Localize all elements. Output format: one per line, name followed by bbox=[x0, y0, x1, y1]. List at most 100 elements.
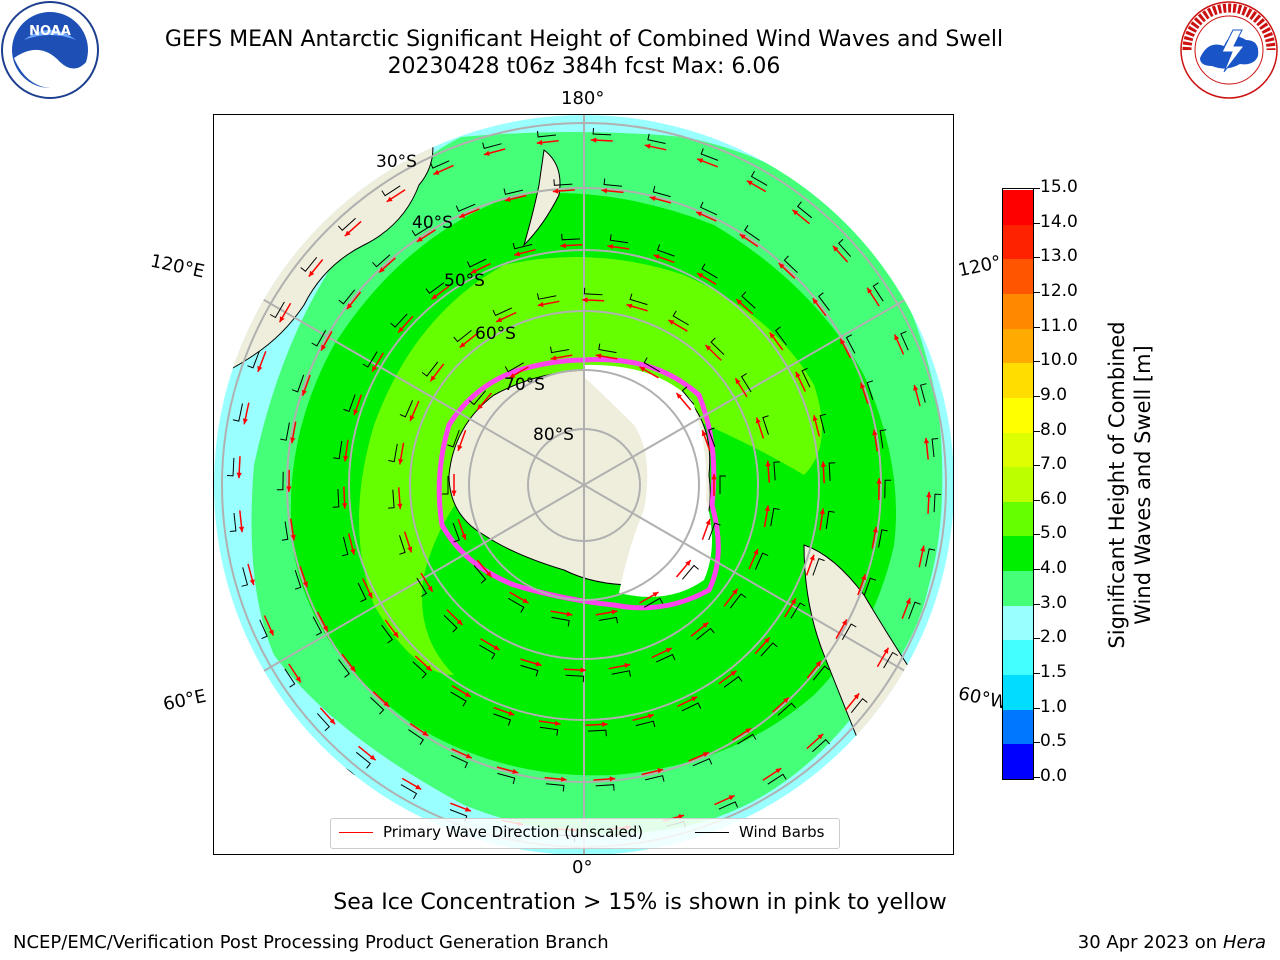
wave-arrow-head bbox=[705, 519, 711, 526]
wave-arrow-head bbox=[344, 230, 351, 237]
colorbar-tick-label: 1.5 bbox=[1040, 662, 1068, 683]
wind-barb bbox=[908, 601, 921, 620]
wind-barb bbox=[337, 217, 356, 232]
colorbar-tick-label: 1.0 bbox=[1040, 696, 1068, 717]
colorbar-tick-mark bbox=[1034, 361, 1040, 363]
wind-barb bbox=[341, 536, 349, 557]
wind-barb bbox=[681, 386, 695, 405]
wind-barb bbox=[783, 255, 798, 273]
colorbar-segment bbox=[1003, 501, 1033, 537]
wind-barb bbox=[561, 233, 581, 241]
wind-barb bbox=[399, 400, 414, 418]
wind-barb bbox=[819, 413, 827, 434]
wave-arrow-head bbox=[552, 188, 559, 194]
wave-arrow-head bbox=[730, 670, 737, 676]
wind-barb bbox=[760, 642, 778, 657]
wind-barb bbox=[447, 429, 460, 448]
wave-arrow-head bbox=[372, 365, 378, 372]
wind-barb bbox=[883, 651, 899, 669]
wave-arrow-head bbox=[379, 267, 385, 273]
wave-arrow-head bbox=[509, 373, 516, 378]
wave-arrow-head bbox=[665, 648, 672, 653]
colorbar-segment bbox=[1003, 293, 1033, 329]
wind-barb bbox=[825, 510, 835, 530]
wave-arrow-head bbox=[905, 598, 911, 605]
colorbar-tick-label: 9.0 bbox=[1040, 384, 1068, 405]
colorbar-tick-label: 15.0 bbox=[1040, 177, 1078, 197]
colorbar-tick-mark bbox=[1034, 430, 1040, 432]
colorbar-tick-mark bbox=[1034, 257, 1040, 259]
wave-arrow-head bbox=[607, 244, 614, 250]
wave-arrow-head bbox=[701, 430, 707, 437]
wind-barb bbox=[866, 380, 874, 400]
legend-entry-wind-barbs: Wind Barbs bbox=[695, 823, 824, 841]
wind-barb bbox=[343, 394, 356, 413]
wind-barb bbox=[672, 310, 689, 326]
wind-barb bbox=[259, 619, 268, 640]
wind-barb bbox=[333, 440, 343, 460]
wind-barb bbox=[429, 160, 450, 169]
colorbar-segment bbox=[1003, 605, 1033, 641]
wind-barb bbox=[469, 390, 486, 406]
wind-barb bbox=[609, 234, 629, 244]
wind-barb bbox=[416, 577, 428, 597]
wind-barb bbox=[682, 564, 699, 580]
wave-arrow-head bbox=[815, 660, 822, 667]
colorbar-tick-label: 13.0 bbox=[1040, 246, 1078, 267]
colorbar-segment bbox=[1003, 189, 1033, 225]
wind-barb bbox=[845, 334, 856, 354]
wind-barb bbox=[762, 415, 769, 435]
legend-label-wind-barbs: Wind Barbs bbox=[739, 823, 825, 841]
wind-barb bbox=[442, 476, 449, 495]
wind-barb bbox=[493, 713, 512, 726]
wave-arrow-head bbox=[279, 316, 285, 323]
wave-arrow-head bbox=[415, 784, 422, 790]
wind-barb bbox=[841, 623, 857, 641]
wind-barb bbox=[796, 201, 813, 219]
wind-barb bbox=[545, 783, 565, 792]
colorbar-segment bbox=[1003, 224, 1033, 260]
map-legend: Primary Wave Direction (unscaled) Wind B… bbox=[330, 818, 840, 849]
colorbar-tick-mark bbox=[1034, 291, 1040, 293]
wave-arrow-head bbox=[407, 546, 413, 553]
wave-arrow-head bbox=[350, 548, 356, 555]
wind-barb bbox=[812, 557, 825, 576]
footer-system-name: Hera bbox=[1222, 932, 1266, 953]
wind-barb bbox=[281, 521, 289, 541]
wave-arrow-head bbox=[764, 637, 770, 644]
colorbar-tick-label: 4.0 bbox=[1040, 558, 1068, 579]
wave-arrow-head bbox=[308, 270, 315, 277]
colorbar-tick-mark bbox=[1034, 673, 1040, 675]
legend-label-wave-direction: Primary Wave Direction (unscaled) bbox=[383, 823, 644, 841]
wave-arrow-head bbox=[427, 585, 433, 592]
wave-arrow-head bbox=[537, 301, 544, 307]
wave-arrow-head bbox=[582, 297, 588, 303]
wave-arrow-head bbox=[696, 211, 703, 217]
wave-arrow-head bbox=[464, 806, 471, 812]
wave-arrow-head bbox=[626, 303, 633, 309]
wave-arrow-head bbox=[812, 415, 818, 422]
colorbar-label: Significant Height of Combined Wind Wave… bbox=[1104, 321, 1156, 648]
wind-barb bbox=[482, 142, 502, 150]
wind-barb bbox=[603, 178, 623, 187]
wave-arrow-head bbox=[745, 728, 752, 734]
colorbar-label-line1: Significant Height of Combined bbox=[1105, 321, 1129, 649]
wave-arrow-head bbox=[913, 384, 919, 391]
wave-arrow-head bbox=[639, 366, 646, 372]
wind-barb bbox=[492, 307, 513, 317]
legend-swatch-red-line bbox=[339, 832, 373, 833]
wave-arrow-head bbox=[652, 592, 659, 597]
wave-arrow-head bbox=[322, 625, 328, 632]
colorbar-tick-label: 0.0 bbox=[1040, 766, 1068, 786]
wave-arrow-head bbox=[493, 645, 500, 650]
wave-arrow-head bbox=[697, 158, 704, 164]
wind-barb bbox=[390, 313, 408, 328]
lat-label-60s: 60°S bbox=[475, 324, 516, 344]
colorbar-tick-label: 12.0 bbox=[1040, 280, 1078, 301]
wind-barb bbox=[611, 670, 631, 677]
wind-barb bbox=[565, 674, 585, 683]
lat-label-40s: 40°S bbox=[412, 213, 453, 233]
colorbar-tick-mark bbox=[1034, 638, 1040, 640]
wave-arrow-head bbox=[926, 491, 932, 498]
madagascar-land bbox=[214, 814, 235, 854]
